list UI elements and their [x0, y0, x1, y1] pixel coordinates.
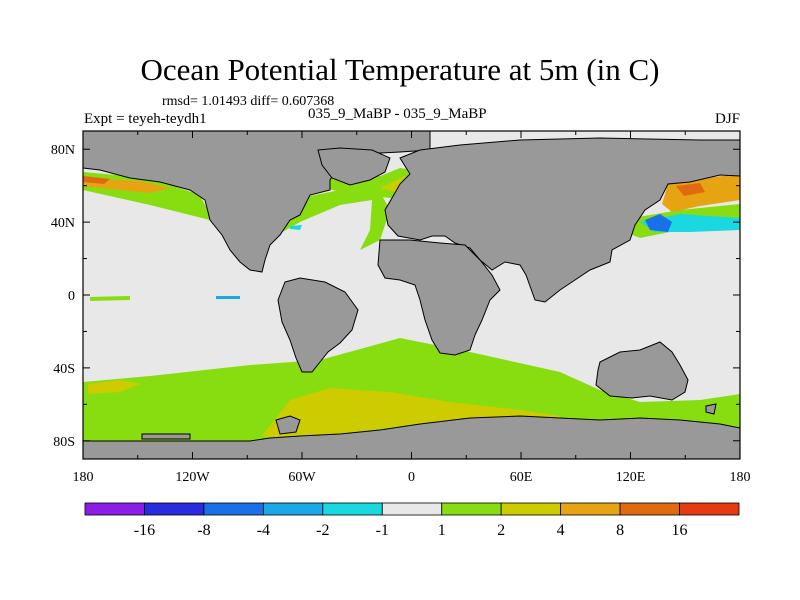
- field-green-equatorial-pacific: [90, 296, 130, 301]
- season-label: DJF: [714, 111, 740, 127]
- experiment-label: Expt = teyeh-teydh1: [84, 111, 207, 127]
- colorbar-swatch: [500, 502, 562, 516]
- field-blue-japan: [645, 214, 672, 232]
- colorbar-label: -4: [257, 522, 270, 539]
- colorbar-swatch: [619, 502, 680, 516]
- colorbar-swatch: [322, 502, 383, 516]
- y-tick-label: 80N: [51, 143, 75, 158]
- colorbar-label: 16: [672, 522, 688, 539]
- field-cyan-equatorial: [216, 296, 240, 299]
- field-dark-orange-northwest: [83, 176, 110, 184]
- colorbar-label: 2: [497, 522, 505, 539]
- colorbar-label: 4: [557, 522, 565, 539]
- land-greenland: [317, 147, 391, 186]
- colorbar-swatch: [144, 502, 205, 516]
- colorbar-swatch: [441, 502, 502, 516]
- stats-label: rmsd= 1.01493 diff= 0.607368: [162, 94, 335, 109]
- x-tick-label: 60W: [288, 470, 316, 485]
- x-tick-label: 0: [408, 470, 415, 485]
- land-antarctica: [83, 415, 740, 459]
- colorbar-swatch: [560, 502, 621, 516]
- colorbar-swatch: [84, 502, 145, 516]
- x-tick-label: 180: [730, 470, 751, 485]
- land-africa: [377, 239, 501, 356]
- colorbar-swatch: [203, 502, 264, 516]
- colorbar-label: -2: [316, 522, 329, 539]
- field-orange-kuroshio: [662, 174, 740, 212]
- land-australia: [595, 341, 689, 401]
- land-south-america: [277, 277, 359, 373]
- field-olive-south-pacific: [88, 380, 140, 394]
- colorbar-swatch: [679, 502, 740, 516]
- colorbar-swatch: [381, 502, 443, 516]
- colorbar-label: -8: [197, 522, 210, 539]
- land-eurasia: [384, 137, 740, 303]
- chart-title: Ocean Potential Temperature at 5m (in C): [140, 52, 660, 87]
- y-tick-label: 40N: [51, 216, 75, 231]
- x-axis: 180 120W 60W 0 60E 120E 180: [73, 131, 751, 485]
- y-tick-label: 80S: [53, 435, 75, 450]
- field-olive-southern-ocean: [262, 388, 560, 440]
- x-tick-label: 60E: [510, 470, 533, 485]
- land-ice-shelf-pacific: [141, 433, 191, 440]
- y-tick-label: 0: [68, 289, 75, 304]
- y-tick-label: 40S: [53, 362, 75, 377]
- x-tick-label: 120W: [175, 470, 210, 485]
- y-axis: 80N 40N 0 40S 80S: [51, 143, 740, 450]
- colorbar-swatch: [262, 502, 324, 516]
- land-masses: [83, 131, 740, 459]
- x-tick-label: 120E: [616, 470, 646, 485]
- colorbar-label: 1: [438, 522, 446, 539]
- land-antarctic-peninsula: [275, 415, 301, 435]
- field-dark-orange-kuroshio: [676, 183, 705, 196]
- colorbar-label: -1: [376, 522, 389, 539]
- land-new-zealand: [705, 403, 717, 415]
- colorbar-label: 8: [616, 522, 624, 539]
- colorbar-label: -16: [134, 522, 155, 539]
- run-label: 035_9_MaBP - 035_9_MaBP: [308, 106, 487, 122]
- x-tick-label: 180: [73, 470, 94, 485]
- field-green-north-atlantic: [83, 172, 390, 250]
- colorbar: -16 -8 -4 -2 -1 1 2 4 8 16: [84, 502, 740, 539]
- map-fields: [83, 131, 740, 459]
- field-cyan-atlantic: [290, 225, 302, 230]
